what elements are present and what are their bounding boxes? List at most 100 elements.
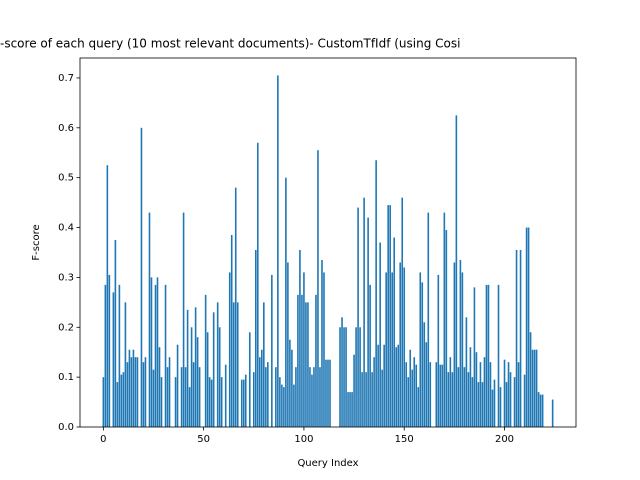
bar xyxy=(198,367,201,427)
bar xyxy=(158,347,161,427)
bar xyxy=(349,392,351,427)
bar xyxy=(517,362,520,427)
bar xyxy=(453,262,456,427)
bar xyxy=(371,372,373,427)
bar xyxy=(519,249,522,427)
bar xyxy=(491,389,494,427)
bar xyxy=(234,187,237,427)
bar xyxy=(218,327,221,427)
bar xyxy=(295,367,297,427)
x-tick-label: 150 xyxy=(395,434,414,445)
bar xyxy=(102,377,105,427)
bar xyxy=(341,317,343,427)
bar xyxy=(345,327,347,427)
bar xyxy=(417,387,420,427)
bar xyxy=(313,367,315,427)
bar xyxy=(128,349,131,427)
bar xyxy=(497,284,500,427)
bar xyxy=(475,352,478,427)
bar xyxy=(505,382,508,427)
bar xyxy=(379,242,381,427)
bar xyxy=(375,160,377,428)
bar xyxy=(283,387,285,427)
bar xyxy=(261,349,263,427)
bar xyxy=(108,274,111,427)
y-tick-label: 0.3 xyxy=(58,272,74,283)
bar xyxy=(447,372,450,427)
bar xyxy=(421,282,424,427)
bar xyxy=(194,307,197,427)
bar xyxy=(285,177,287,427)
bar xyxy=(481,382,484,427)
bar xyxy=(311,374,313,427)
bar xyxy=(277,75,279,428)
bar xyxy=(112,292,115,427)
bar xyxy=(232,302,235,427)
bar xyxy=(377,344,379,427)
bar xyxy=(248,332,251,427)
bar xyxy=(525,227,528,427)
bar xyxy=(529,332,532,427)
bar xyxy=(413,357,416,427)
bar xyxy=(242,379,245,427)
bar xyxy=(216,302,219,427)
bar xyxy=(427,212,430,427)
bar xyxy=(437,274,440,427)
bar xyxy=(208,377,211,427)
y-tick-label: 0.2 xyxy=(58,322,74,333)
bar xyxy=(174,377,177,427)
bar xyxy=(275,367,277,427)
bar xyxy=(533,349,536,427)
bar xyxy=(271,274,273,427)
bar xyxy=(252,372,255,427)
bar xyxy=(142,362,145,427)
bar xyxy=(489,362,492,427)
bar xyxy=(132,349,135,427)
bar xyxy=(479,362,482,427)
bar xyxy=(210,379,213,427)
bar xyxy=(541,394,544,427)
bar xyxy=(184,367,187,427)
bar xyxy=(493,379,496,427)
bar xyxy=(391,272,393,427)
bar xyxy=(164,284,167,427)
bar xyxy=(168,357,171,427)
bar xyxy=(483,357,486,427)
bar xyxy=(180,367,183,427)
bar xyxy=(465,317,468,427)
bar xyxy=(359,327,361,427)
bar xyxy=(531,349,534,427)
bar xyxy=(319,367,321,427)
bar xyxy=(192,362,195,427)
bar xyxy=(369,284,371,427)
bar xyxy=(461,272,464,427)
bar xyxy=(387,205,389,427)
bar xyxy=(190,327,193,427)
bar xyxy=(395,347,398,427)
bar xyxy=(329,359,331,427)
bar xyxy=(347,392,349,427)
bar xyxy=(196,337,199,427)
bar xyxy=(293,384,295,427)
bar xyxy=(148,212,151,427)
bar xyxy=(254,249,257,427)
bar xyxy=(230,235,233,427)
bar xyxy=(220,377,223,427)
bar xyxy=(228,272,231,427)
bar xyxy=(455,115,458,427)
bar xyxy=(385,272,387,427)
bar xyxy=(307,302,309,427)
bar xyxy=(244,374,247,427)
bar xyxy=(451,372,454,427)
bar xyxy=(154,284,157,427)
bar xyxy=(309,367,311,427)
bar xyxy=(263,302,265,427)
bar xyxy=(315,294,317,427)
bar xyxy=(327,359,329,427)
bar xyxy=(383,344,385,427)
x-axis-label: Query Index xyxy=(297,458,358,469)
bar xyxy=(182,212,185,427)
bar xyxy=(120,374,123,427)
bar xyxy=(321,259,323,427)
